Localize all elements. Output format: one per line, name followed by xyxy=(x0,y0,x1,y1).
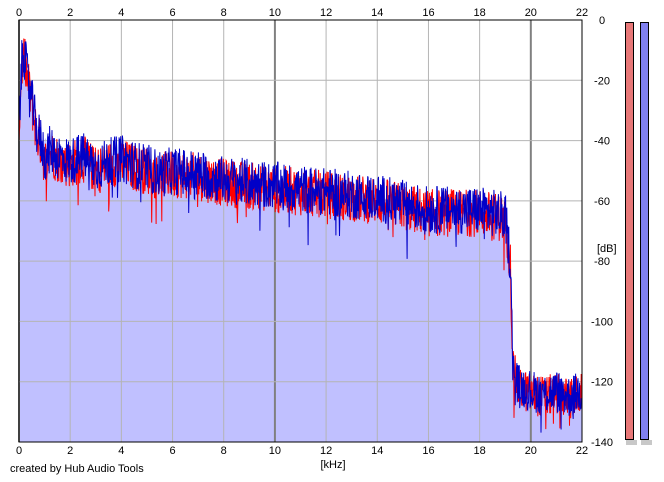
y-tick-label: -140 xyxy=(591,437,613,449)
x-tick-label-top: 12 xyxy=(320,7,332,19)
x-axis-label: [kHz] xyxy=(320,459,345,471)
y-tick-label: -40 xyxy=(594,136,610,148)
x-tick-label-top: 8 xyxy=(221,7,227,19)
plot-border xyxy=(18,19,583,443)
x-tick-label-top: 6 xyxy=(169,7,175,19)
y-axis-ticks: 0 -20 -40 -60 -80 -100 -120 -140 xyxy=(591,15,613,449)
series-line-right-channel xyxy=(18,40,583,433)
x-tick-label-bottom: 4 xyxy=(118,445,124,457)
y-tick-label: -20 xyxy=(594,75,610,87)
x-tick-label-bottom: 16 xyxy=(422,445,434,457)
left-channel-level-meter xyxy=(625,22,634,440)
y-tick-label: 0 xyxy=(599,15,605,27)
y-tick-label: -80 xyxy=(594,256,610,268)
x-tick-label-bottom: 14 xyxy=(371,445,383,457)
x-tick-label-bottom: 12 xyxy=(320,445,332,457)
right-channel-level-meter xyxy=(640,22,649,440)
y-tick-label: -120 xyxy=(591,377,613,389)
y-axis-label: [dB] xyxy=(597,243,617,255)
credit-text: created by Hub Audio Tools xyxy=(10,463,144,475)
spectrum-envelope-fill xyxy=(19,48,582,442)
x-tick-label-top: 0 xyxy=(16,7,22,19)
spectrum-series xyxy=(18,38,583,433)
x-tick-label-bottom: 10 xyxy=(269,445,281,457)
x-tick-label-top: 22 xyxy=(576,7,588,19)
x-tick-label-bottom: 0 xyxy=(16,445,22,457)
x-tick-label-bottom: 2 xyxy=(67,445,73,457)
x-tick-label-bottom: 22 xyxy=(576,445,588,457)
x-tick-label-bottom: 20 xyxy=(525,445,537,457)
x-tick-label-top: 4 xyxy=(118,7,124,19)
x-tick-label-top: 20 xyxy=(525,7,537,19)
x-tick-label-top: 16 xyxy=(422,7,434,19)
y-tick-label: -100 xyxy=(591,316,613,328)
plot-frame xyxy=(18,19,583,443)
x-tick-label-bottom: 8 xyxy=(221,445,227,457)
x-tick-label-top: 10 xyxy=(269,7,281,19)
x-tick-label-top: 2 xyxy=(67,7,73,19)
spectrum-fill-area xyxy=(19,48,582,442)
x-tick-label-bottom: 6 xyxy=(169,445,175,457)
left-meter-shadow xyxy=(626,440,637,445)
right-meter-shadow xyxy=(641,440,652,445)
x-tick-label-top: 18 xyxy=(474,7,486,19)
grid-lines xyxy=(18,19,583,443)
x-tick-label-bottom: 18 xyxy=(474,445,486,457)
x-tick-label-top: 14 xyxy=(371,7,383,19)
y-tick-label: -60 xyxy=(594,196,610,208)
